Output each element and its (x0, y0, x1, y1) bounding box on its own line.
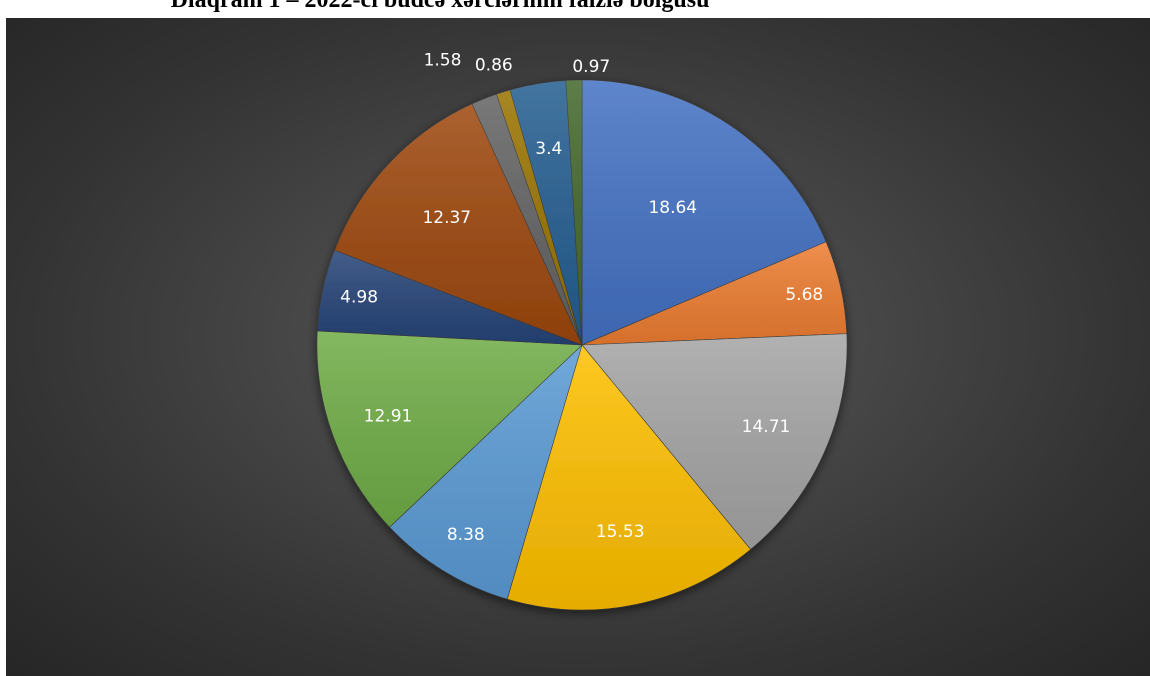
chart-area: 18.64 5.68 14.71 15.53 8.38 12.91 4.98 12.37 1.5… (6, 18, 1150, 676)
pie-slices (316, 79, 848, 611)
data-label: 4.98 (340, 288, 378, 308)
pie-slice (581, 333, 848, 550)
data-label: 12.91 (364, 406, 413, 426)
pie-slice (509, 80, 583, 346)
pie-slice (389, 344, 583, 600)
data-label: 5.68 (785, 285, 823, 305)
data-label: 0.86 (475, 56, 513, 76)
data-label: 8.38 (447, 525, 485, 545)
data-label: 12.37 (422, 208, 471, 228)
data-label: 0.97 (572, 57, 610, 77)
data-label: 18.64 (648, 198, 697, 218)
pie-slice (506, 344, 752, 611)
pie-slice (565, 79, 583, 346)
pie-data-labels: 18.64 5.68 14.71 15.53 8.38 12.91 4.98 12.37 1.5… (340, 50, 823, 544)
pie-slice (334, 103, 583, 346)
pie-chart: 18.64 5.68 14.71 15.53 8.38 12.91 4.98 12.37 1.5… (316, 50, 848, 611)
chart-title: Diaqram 1 – 2022-ci büdcə xərclərinin fa… (170, 0, 710, 13)
pie-slice (581, 79, 827, 346)
data-label: 15.53 (596, 522, 645, 542)
data-label: 3.4 (535, 139, 562, 159)
data-label: 14.71 (742, 417, 791, 437)
pie-slice (316, 330, 583, 528)
data-label: 1.58 (424, 50, 462, 70)
